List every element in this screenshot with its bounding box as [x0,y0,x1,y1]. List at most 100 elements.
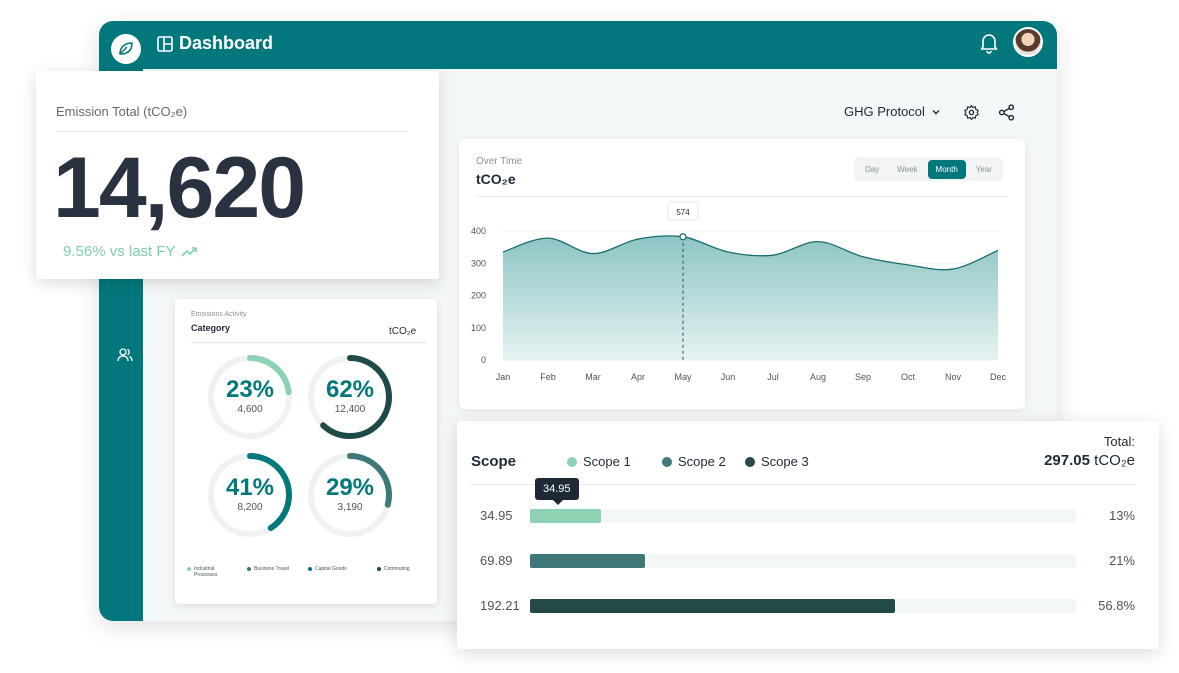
scope-tooltip: 34.95 [535,478,579,505]
x-tick-label: Jun [721,372,736,382]
ring-percent: 29% [325,474,375,501]
leaf-logo-icon[interactable] [111,34,141,64]
x-tick-label: Mar [585,372,601,382]
ring-graphic [208,355,292,439]
bell-icon[interactable] [979,32,999,59]
activity-unit: tCO₂e [389,326,417,337]
series-line [502,235,999,271]
ring-percent: 62% [325,376,375,403]
chevron-down-icon [932,109,940,114]
scope-total-unit: tCO₂e [1094,452,1135,469]
x-tick-label: Dec [990,372,1007,382]
legend-dot [308,567,312,571]
legend-dot [247,567,251,571]
x-tick-label: Apr [631,372,645,382]
legend-dot [377,567,381,571]
scope-total-value: 297.05 [1044,452,1090,469]
category-ring[interactable]: 41% 8,200 [205,450,295,540]
chart-divider [476,196,1008,197]
scope-legend-dot [567,456,577,467]
highlight-point [679,233,687,241]
emission-change: 9.56% vs last FY [63,243,197,260]
scope-row[interactable]: 34.95 13% [457,506,1159,526]
scope-bar-track [530,554,1076,568]
scope-total: 297.05 tCO₂e [1044,452,1135,469]
y-tick-label: 200 [471,291,486,301]
scope-legend-item[interactable]: Scope 3 [745,454,809,469]
emission-total-label: Emission Total (tCO₂e) [56,104,188,119]
x-tick-label: Nov [945,372,962,382]
period-day-button[interactable]: Day [865,164,880,174]
legend-item: Industrial Processes [187,566,234,578]
scope-legend-item[interactable]: Scope 1 [567,454,631,469]
y-tick-label: 100 [471,323,486,333]
legend-item: Commuting [377,566,424,572]
chart-subtitle: Over Time [476,156,523,167]
scope-legend-label: Scope 1 [583,454,631,469]
scope-row-value: 192.21 [480,598,520,613]
category-ring[interactable]: 62% 12,400 [305,352,395,442]
emission-total-value: 14,620 [53,140,306,236]
emission-total-card: Emission Total (tCO₂e) 14,620 9.56% vs l… [36,71,439,279]
legend-dot [187,567,191,571]
ring-graphic [308,355,392,439]
activity-subtitle: Emissions Activity [191,311,247,318]
chart-unit: tCO₂e [476,171,516,187]
user-avatar[interactable] [1013,27,1043,57]
scope-row[interactable]: 192.21 56.8% [457,596,1159,616]
legend-label: Industrial Processes [194,566,218,578]
page-title: Dashboard [157,33,273,54]
y-tick-label: 400 [471,226,486,236]
x-tick-label: Sep [855,372,871,382]
scope-bar-track [530,599,1076,613]
protocol-label: GHG Protocol [844,104,925,119]
activity-divider [191,342,427,343]
scope-row-value: 34.95 [480,508,513,523]
emission-change-label: 9.56% vs last FY [63,243,176,260]
scope-bar-fill [530,554,645,568]
period-year-button[interactable]: Year [975,164,992,174]
legend-label: Commuting [384,566,410,572]
legend-item: Capital Goods [308,566,355,572]
protocol-dropdown[interactable]: GHG Protocol [844,104,941,119]
period-week-button[interactable]: Week [897,164,918,174]
x-tick-label: Oct [901,372,916,382]
scope-legend-label: Scope 3 [761,454,809,469]
scope-title: Scope [471,453,517,470]
scope-total-label: Total: [1103,434,1135,449]
scope-row[interactable]: 69.89 21% [457,551,1159,571]
ring-graphic [308,453,392,537]
scope-legend-dot [745,456,755,467]
gear-icon[interactable] [963,104,980,126]
category-ring[interactable]: 23% 4,600 [205,352,295,442]
trend-up-icon [180,246,197,257]
category-ring[interactable]: 29% 3,190 [305,450,395,540]
ring-percent: 23% [225,376,275,403]
scope-row-percent: 21% [1108,553,1135,568]
x-tick-label: Jul [767,372,779,382]
top-bar: Dashboard [99,21,1057,69]
scope-card: Scope Scope 1 Scope 2 Scope 3 Total: 297… [457,421,1159,649]
over-time-card: Over Time tCO₂e Day Week Month Year 0 100… [459,139,1025,409]
legend-label: Business Travel [254,566,290,572]
ring-value: 3,190 [337,502,363,513]
period-month-button[interactable]: Month [927,159,966,179]
emission-total-divider [56,131,406,132]
y-tick-label: 0 [481,355,486,365]
scope-legend-dot [662,456,672,467]
users-icon[interactable] [117,347,133,368]
chart-tooltip-box [667,201,699,221]
scope-legend-label: Scope 2 [678,454,726,469]
scope-row-value: 69.89 [480,553,513,568]
scope-legend-item[interactable]: Scope 2 [662,454,726,469]
period-selector: Day Week Month Year [854,157,1003,181]
y-tick-label: 300 [471,258,486,268]
share-icon[interactable] [998,104,1015,126]
scope-row-percent: 13% [1108,508,1135,523]
scope-row-percent: 56.8% [1098,598,1135,613]
x-tick-label: Jan [496,372,511,382]
emissions-activity-card: Emissions Activity Category tCO₂e 23% 4,… [175,299,437,604]
activity-title: Category [191,323,231,333]
over-time-chart: 0 100 200 300 400 Jan Feb Mar Apr May Jun Jul Aug Sep… [471,201,1007,382]
scope-divider [471,484,1135,485]
